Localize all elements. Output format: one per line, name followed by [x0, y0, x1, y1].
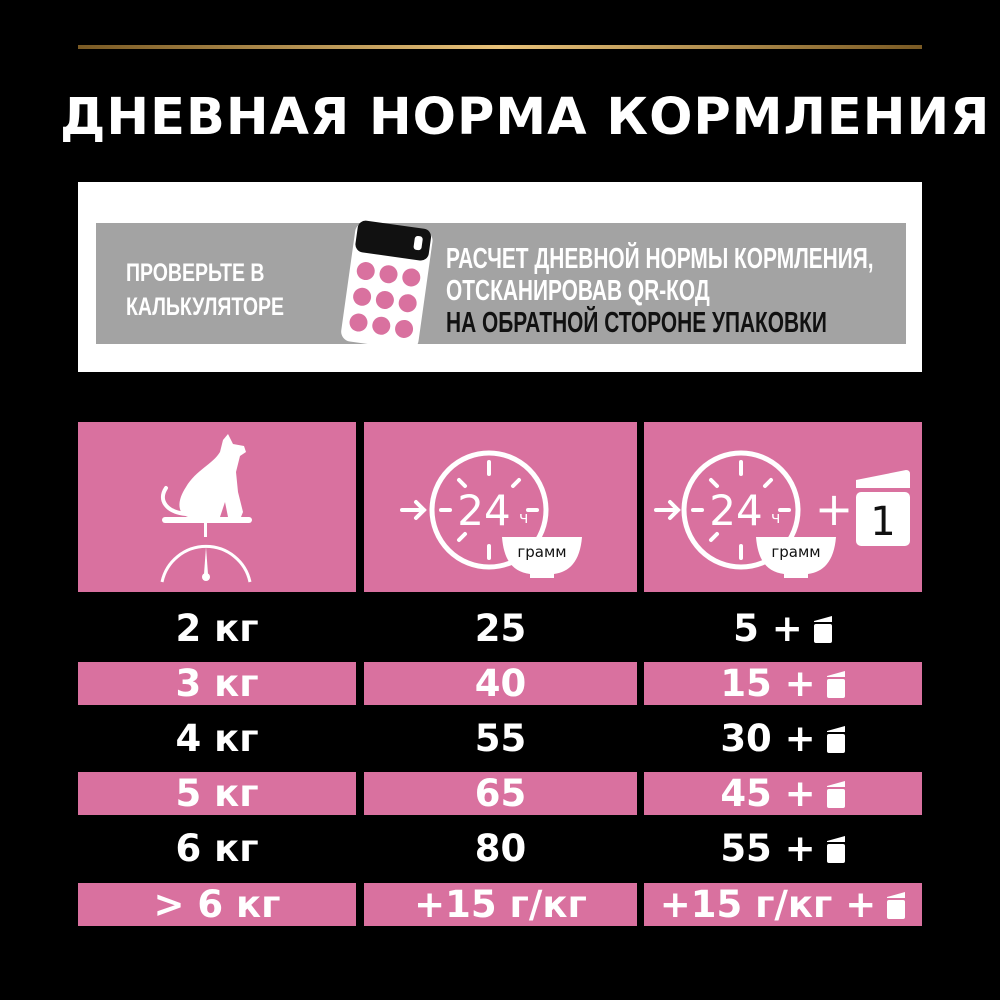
bowl-label: грамм: [517, 543, 566, 561]
cat-on-scale-icon: [160, 434, 252, 583]
table-row: 4 кг 55 30 +: [0, 717, 1000, 760]
dry-amount-cell: +15 г/кг: [364, 883, 637, 926]
weight-cell: 3 кг: [78, 662, 356, 705]
table-row: 3 кг 40 15 +: [0, 662, 1000, 705]
calculator-icon: [341, 220, 433, 350]
dry-amount-cell: 65: [364, 772, 637, 815]
table-row: 6 кг 80 55 +: [0, 827, 1000, 870]
dry-amount-cell: 55: [474, 717, 527, 760]
pouch-icon: [826, 670, 845, 698]
dry-amount-cell: 40: [364, 662, 637, 705]
table-row: 2 кг 25 5 +: [0, 607, 1000, 650]
pouch-icon: [887, 891, 906, 919]
pouch-icon: [813, 615, 832, 643]
pouch-icon: [826, 725, 845, 753]
dry-amount-cell: 25: [474, 607, 527, 650]
banner-left-text: ПРОВЕРЬТЕ В КАЛЬКУЛЯТОРЕ: [126, 259, 285, 321]
header-dry-only: 24 ч грамм: [364, 422, 637, 592]
pouch-count: 1: [870, 499, 895, 545]
header-mixed: 24 ч грамм + 1: [644, 422, 922, 592]
header-weight: [78, 422, 356, 592]
banner-gray-band: ПРОВЕРЬТЕ В КАЛЬКУЛЯТОРЕ РАСЧЕТ ДНЕВНОЙ …: [96, 220, 906, 350]
plus-sign: +: [815, 482, 854, 536]
weight-cell: > 6 кг: [78, 883, 356, 926]
page-title: ДНЕВНАЯ НОРМА КОРМЛЕНИЯ: [60, 88, 991, 147]
mixed-amount-cell: 5 +: [644, 607, 922, 650]
clock-bowl-pouch-icon: 24 ч грамм + 1: [654, 450, 910, 578]
hours-unit: ч: [771, 508, 780, 527]
pouch-icon: [826, 835, 845, 863]
dry-amount-cell: 80: [474, 827, 527, 870]
table-row: > 6 кг +15 г/кг +15 г/кг +: [0, 883, 1000, 926]
hours-text: 24: [457, 486, 510, 535]
mixed-amount-cell: +15 г/кг +: [644, 883, 922, 926]
bowl-label: грамм: [771, 543, 820, 561]
weight-cell: 2 кг: [175, 607, 259, 650]
mixed-amount-cell: 45 +: [644, 772, 922, 815]
weight-cell: 5 кг: [78, 772, 356, 815]
calculator-banner: ПРОВЕРЬТЕ В КАЛЬКУЛЯТОРЕ РАСЧЕТ ДНЕВНОЙ …: [78, 182, 922, 372]
banner-right-text: РАСЧЕТ ДНЕВНОЙ НОРМЫ КОРМЛЕНИЯ, ОТСКАНИР…: [446, 243, 874, 339]
hours-unit: ч: [519, 508, 528, 527]
clock-bowl-icon: 24 ч грамм: [400, 450, 582, 578]
mixed-amount-cell: 30 +: [644, 717, 922, 760]
mixed-amount-cell: 55 +: [644, 827, 922, 870]
gold-divider: [78, 45, 922, 49]
table-row: 5 кг 65 45 +: [0, 772, 1000, 815]
pouch-icon: [826, 780, 845, 808]
weight-cell: 4 кг: [175, 717, 259, 760]
hours-text: 24: [709, 486, 762, 535]
weight-cell: 6 кг: [175, 827, 259, 870]
mixed-amount-cell: 15 +: [644, 662, 922, 705]
